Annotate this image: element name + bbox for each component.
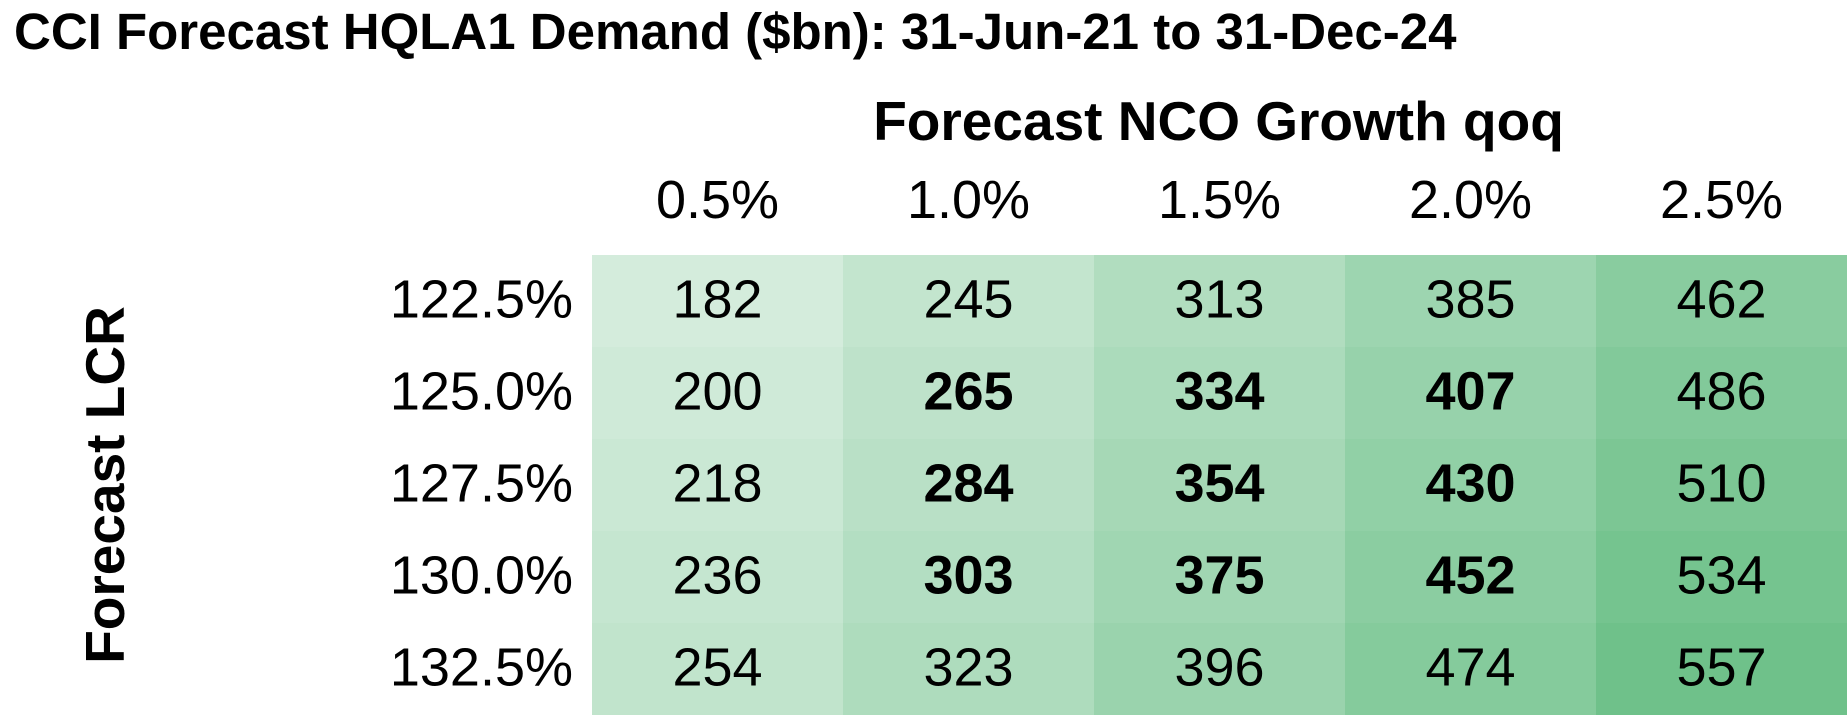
x-tick-label: 0.5% <box>656 170 779 230</box>
y-tick-label: 127.5% <box>390 453 573 513</box>
heatmap-cell <box>1094 347 1345 439</box>
heatmap-value-label: 334 <box>1174 361 1264 421</box>
heatmap-cell <box>1596 439 1847 531</box>
x-tick-label: 1.5% <box>1158 170 1281 230</box>
heatmap-value-label: 452 <box>1425 545 1515 605</box>
heatmap-value-label: 218 <box>672 453 762 513</box>
heatmap-cell <box>1345 347 1596 439</box>
heatmap-cell <box>1596 623 1847 715</box>
x-axis-label: Forecast NCO Growth qoq <box>873 90 1564 152</box>
heatmap-cell <box>843 439 1094 531</box>
heatmap-value-label: 265 <box>923 361 1013 421</box>
heatmap-value-label: 534 <box>1676 545 1766 605</box>
heatmap-value-label: 385 <box>1425 269 1515 329</box>
heatmap-cell <box>1094 439 1345 531</box>
heatmap-cell <box>1094 255 1345 347</box>
heatmap-value-label: 474 <box>1425 637 1515 697</box>
heatmap-cell <box>843 531 1094 623</box>
heatmap-cell <box>592 531 843 623</box>
heatmap-cell <box>1094 623 1345 715</box>
y-tick-label: 122.5% <box>390 269 573 329</box>
heatmap-value-label: 284 <box>923 453 1013 513</box>
x-tick-label: 2.5% <box>1660 170 1783 230</box>
heatmap-value-label: 396 <box>1174 637 1264 697</box>
heatmap-value-label: 407 <box>1425 361 1515 421</box>
x-tick-label: 2.0% <box>1409 170 1532 230</box>
chart-title: CCI Forecast HQLA1 Demand ($bn): 31-Jun-… <box>14 3 1457 60</box>
heatmap-cell <box>592 623 843 715</box>
heatmap-cell <box>843 623 1094 715</box>
heatmap-cell <box>1596 347 1847 439</box>
heatmap-value-label: 200 <box>672 361 762 421</box>
x-tick-label: 1.0% <box>907 170 1030 230</box>
heatmap-value-label: 462 <box>1676 269 1766 329</box>
heatmap-cell <box>843 347 1094 439</box>
heatmap-value-label: 557 <box>1676 637 1766 697</box>
heatmap-cell <box>1345 531 1596 623</box>
heatmap-cell <box>1094 531 1345 623</box>
heatmap-cell <box>592 439 843 531</box>
heatmap-cell <box>1345 439 1596 531</box>
heatmap-value-label: 323 <box>923 637 1013 697</box>
heatmap-cell <box>843 255 1094 347</box>
heatmap-value-label: 182 <box>672 269 762 329</box>
y-tick-label: 130.0% <box>390 545 573 605</box>
heatmap-value-label: 510 <box>1676 453 1766 513</box>
heatmap-value-label: 354 <box>1174 453 1264 513</box>
heatmap-value-label: 486 <box>1676 361 1766 421</box>
heatmap-value-label: 303 <box>923 545 1013 605</box>
heatmap-cell <box>1345 255 1596 347</box>
heatmap-cell <box>1345 623 1596 715</box>
heatmap-cell <box>592 255 843 347</box>
heatmap-cell <box>592 347 843 439</box>
heatmap-value-label: 254 <box>672 637 762 697</box>
heatmap-value-label: 313 <box>1174 269 1264 329</box>
heatmap-cell <box>1596 255 1847 347</box>
heatmap-value-label: 430 <box>1425 453 1515 513</box>
heatmap-value-label: 375 <box>1174 545 1264 605</box>
y-tick-label: 132.5% <box>390 637 573 697</box>
heatmap-cell <box>1596 531 1847 623</box>
heatmap-value-label: 245 <box>923 269 1013 329</box>
heatmap-value-label: 236 <box>672 545 762 605</box>
y-tick-label: 125.0% <box>390 361 573 421</box>
